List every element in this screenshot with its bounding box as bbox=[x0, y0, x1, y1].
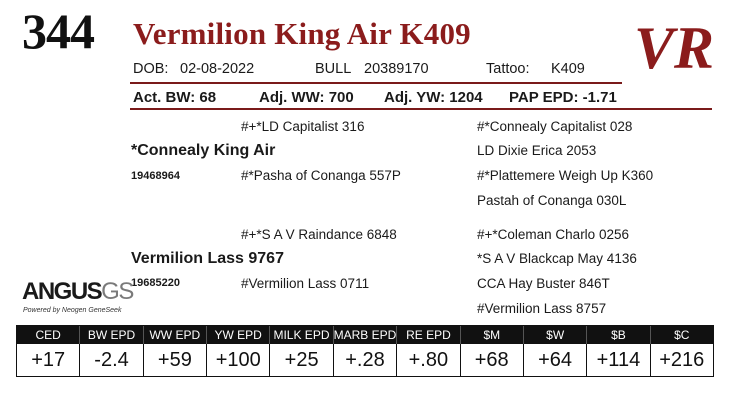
epd-value-m-index: +68 bbox=[461, 344, 524, 376]
pap-epd: PAP EPD: -1.71 bbox=[509, 89, 617, 106]
dam-dam-sire: CCA Hay Buster 846T bbox=[477, 276, 610, 291]
angus-gs-logo: ANGUSGS Powered by Neogen GeneSeek bbox=[22, 278, 134, 320]
epd-value-ced: +17 bbox=[17, 344, 81, 376]
dam-sire-dam: *S A V Blackcap May 4136 bbox=[477, 251, 637, 266]
sire-sire: #+*LD Capitalist 316 bbox=[241, 119, 365, 134]
epd-value-re: +.80 bbox=[397, 344, 461, 376]
sire-dam: #*Pasha of Conanga 557P bbox=[241, 168, 401, 183]
divider-top bbox=[130, 82, 622, 84]
epd-value-row: +17 -2.4 +59 +100 +25 +.28 +.80 +68 +64 … bbox=[17, 344, 713, 376]
epd-value-c-index: +216 bbox=[659, 349, 705, 371]
sire-dam-sire: #*Plattemere Weigh Up K360 bbox=[477, 168, 654, 183]
dam-name: Vermilion Lass 9767 bbox=[131, 250, 284, 267]
epd-value-b-index: +114 bbox=[587, 344, 651, 376]
adjusted-yw: Adj. YW: 1204 bbox=[384, 89, 483, 106]
animal-name: Vermilion King Air K409 bbox=[133, 16, 471, 51]
angus-logo-gs: GS bbox=[101, 278, 134, 305]
sire-name: *Connealy King Air bbox=[131, 142, 276, 159]
dob-value: 02-08-2022 bbox=[180, 61, 255, 77]
epd-header-w-index: $W bbox=[524, 326, 588, 344]
angus-logo-word: ANGUS bbox=[22, 278, 103, 305]
lot-number: 344 bbox=[22, 3, 95, 59]
sire-sire-dam: LD Dixie Erica 2053 bbox=[477, 143, 597, 158]
dam-sire: #+*S A V Raindance 6848 bbox=[241, 227, 397, 242]
registration-number: 20389170 bbox=[364, 61, 429, 77]
actual-bw: Act. BW: 68 bbox=[133, 89, 217, 106]
epd-header-ced: CED bbox=[17, 326, 81, 344]
tattoo-value: K409 bbox=[551, 61, 585, 77]
epd-value-w-index: +64 bbox=[524, 344, 588, 376]
epd-header-row: CED BW EPD WW EPD YW EPD MILK EPD MARB E… bbox=[17, 326, 713, 344]
epd-header-c-index: $C bbox=[674, 328, 690, 342]
vr-logo-text: VR bbox=[634, 15, 714, 78]
angus-logo-tagline: Powered by Neogen GeneSeek bbox=[23, 307, 122, 314]
tattoo-label: Tattoo: bbox=[486, 61, 530, 77]
epd-table: CED BW EPD WW EPD YW EPD MILK EPD MARB E… bbox=[16, 325, 714, 377]
epd-header-ww: WW EPD bbox=[144, 326, 207, 344]
dam-dam-dam: #Vermilion Lass 8757 bbox=[477, 301, 607, 316]
epd-header-m-index: $M bbox=[461, 326, 524, 344]
sire-dam-dam: Pastah of Conanga 030L bbox=[477, 193, 627, 208]
epd-header-b-index: $B bbox=[587, 326, 651, 344]
adjusted-ww: Adj. WW: 700 bbox=[259, 89, 354, 106]
dam-sire-sire: #+*Coleman Charlo 0256 bbox=[477, 227, 629, 242]
epd-value-marb: +.28 bbox=[334, 344, 398, 376]
epd-header-yw: YW EPD bbox=[207, 326, 271, 344]
dam-registration: 19685220 bbox=[131, 277, 180, 289]
vr-brand-logo: VR bbox=[634, 15, 714, 78]
sire-sire-sire: #*Connealy Capitalist 028 bbox=[477, 119, 633, 134]
sex-value: BULL bbox=[315, 61, 352, 77]
epd-value-yw: +100 bbox=[207, 344, 271, 376]
epd-value-ww: +59 bbox=[144, 344, 208, 376]
divider-bottom bbox=[130, 108, 712, 110]
sire-registration: 19468964 bbox=[131, 170, 180, 182]
epd-header-re: RE EPD bbox=[397, 326, 461, 344]
dam-dam: #Vermilion Lass 0711 bbox=[241, 276, 370, 291]
epd-header-bw: BW EPD bbox=[80, 326, 144, 344]
epd-value-milk: +25 bbox=[270, 344, 334, 376]
dob-label: DOB: bbox=[133, 61, 169, 77]
epd-value-bw: -2.4 bbox=[80, 344, 144, 376]
epd-header-milk: MILK EPD bbox=[270, 326, 334, 344]
epd-header-marb: MARB EPD bbox=[333, 326, 398, 344]
